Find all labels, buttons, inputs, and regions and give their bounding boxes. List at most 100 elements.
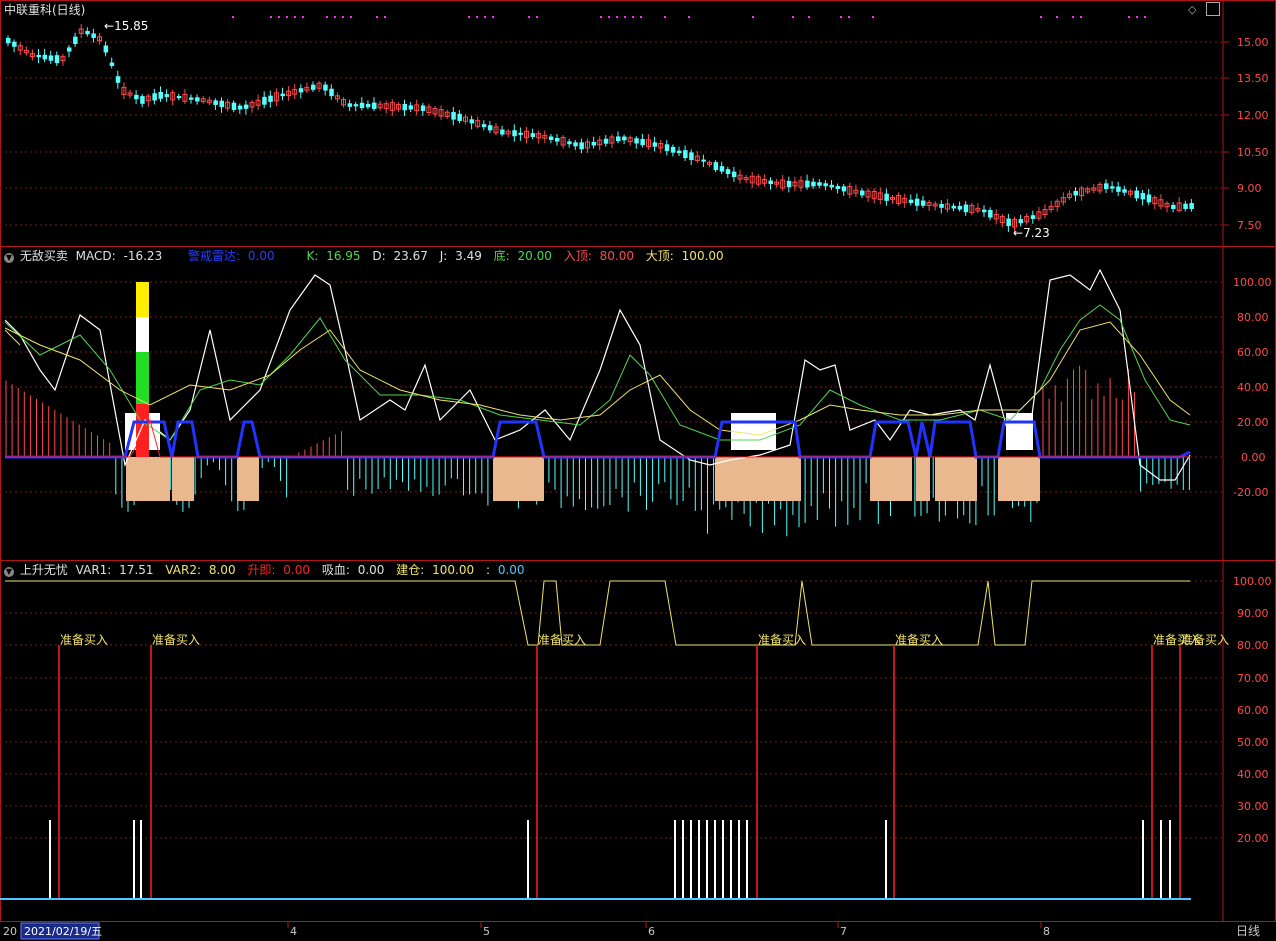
indicator-tick-label: 20.00 [1237,416,1269,429]
period-label[interactable]: 日线 [1236,924,1260,938]
candle-body [841,186,847,192]
buy-zone-box [237,457,259,501]
candle-body [817,182,822,186]
candle-body [103,45,109,53]
candle-body [634,138,639,144]
candle-body [500,129,505,135]
d-value: D: 23.67 [372,249,428,263]
collapse-icon[interactable]: ▼ [4,253,14,263]
candle-body [1171,204,1176,209]
candle-body [6,37,11,44]
candle-body [426,106,432,114]
candle-body [786,180,792,188]
candle-body [512,130,517,137]
candle-body [1140,193,1146,200]
candle-body [969,204,975,214]
price-tick-label: 7.50 [1237,219,1262,232]
candle-body [268,95,273,102]
indicator-tick-label: 60.00 [1237,346,1269,359]
signal-dot [608,16,610,18]
signal-dot [1040,16,1042,18]
indicator-tick-label: 100.00 [1233,276,1272,289]
candle-body [280,93,285,97]
candle-body [951,205,956,209]
k-value: K: 16.95 [306,249,361,263]
buy-signal-label: 准备买入 [538,633,586,647]
candle-body [145,95,151,102]
signal-dot [302,16,304,18]
rise-tick-label: 50.00 [1237,736,1269,749]
candle-body [237,105,243,110]
rise-axis: 100.00 90.00 80.00 70.00 60.00 50.00 40.… [1233,575,1272,845]
rise-tick-label: 20.00 [1237,832,1269,845]
low-price-label: ←7.23 [1013,226,1050,240]
candle-body [273,92,279,102]
build-line [5,580,1190,646]
candle-body [359,102,365,109]
buy-zone-box [126,457,170,501]
candle-body [249,101,255,108]
candle-body [719,166,725,172]
collapse-icon[interactable]: ▼ [4,567,14,577]
candle-body [585,141,590,149]
candle-body [481,124,487,128]
signal-dot [600,16,602,18]
candle-body [823,183,828,187]
buy-zone-box [715,457,801,501]
signal-dot [468,16,470,18]
candle-body [109,62,115,66]
rise-indicator-name[interactable]: 上升无忧 [19,563,68,577]
candle-body [737,174,743,180]
candle-body [493,126,499,134]
candle-body [334,95,340,100]
candle-body [231,102,237,110]
candle-body [755,176,761,185]
candle-body [1158,199,1164,207]
restore-icon[interactable] [1206,2,1220,16]
candle-body [1054,200,1060,207]
signal-boxes [125,282,1040,501]
price-tick-label: 12.00 [1237,109,1269,122]
candle-body [591,141,597,146]
candle-body [1085,188,1091,193]
signal-dot [492,16,494,18]
candle-body [91,33,96,38]
candle-body [530,133,536,137]
stock-title[interactable]: 中联重科(日线) [4,3,86,17]
candle-body [627,137,633,143]
candle-body [975,207,981,212]
candle-body [389,102,395,111]
candle-body [1073,190,1078,196]
candle-body [597,139,603,146]
candle-body [377,103,383,109]
rise-value: 升即: 0.00 [247,563,310,577]
candle-body [298,88,304,93]
candle-body [1116,186,1121,192]
var1-value: VAR1: 17.51 [75,563,154,577]
candle-body [1122,189,1127,193]
candle-body [1079,187,1085,197]
candle-body [616,136,621,142]
candle-body [805,180,810,188]
diamond-icon[interactable]: ◇ [1188,3,1197,16]
buy-zone-box [493,457,544,501]
candle-body [774,181,780,185]
indicator-tick-label: -20.00 [1233,486,1268,499]
time-axis [0,922,1276,941]
candle-body [329,88,334,97]
candle-body [713,162,719,171]
signal-dot [294,16,296,18]
candle-body [884,193,889,201]
year-prefix: 20 [3,925,17,938]
signal-dot [278,16,280,18]
candle-body [463,116,468,122]
signal-dot [1080,16,1082,18]
candle-body [292,88,298,95]
candle-body [555,137,560,142]
candle-body [152,93,157,101]
month-ticks: 4 5 6 7 8 [287,922,1050,938]
indicator-name[interactable]: 无敌买卖 [19,249,68,263]
signal-dot [1144,16,1146,18]
